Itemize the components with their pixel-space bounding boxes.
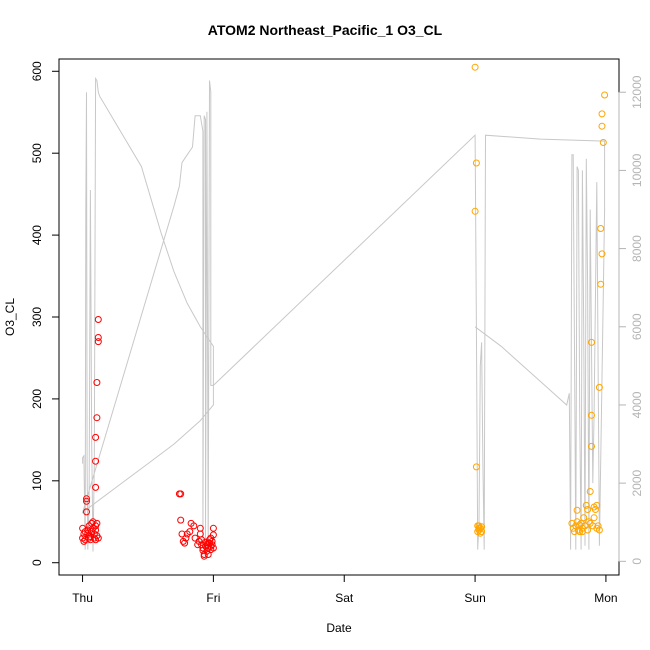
elevation-line-layer — [81, 76, 606, 552]
data-point-orange — [576, 521, 584, 529]
data-point-orange — [598, 122, 606, 130]
y2-tick-label: 10000 — [630, 153, 644, 187]
data-point-red — [208, 541, 216, 549]
data-point-red — [209, 524, 217, 532]
data-point-orange — [590, 514, 598, 522]
y-tick-label: 500 — [30, 143, 44, 163]
data-point-red — [178, 530, 186, 538]
data-point-red — [92, 433, 100, 441]
points-layer — [79, 63, 609, 560]
data-point-red — [208, 537, 216, 545]
data-point-orange — [598, 110, 606, 118]
data-point-red — [86, 536, 94, 544]
y-tick-label: 200 — [30, 389, 44, 409]
y-axis: 0 100 200 300 400 500 600 — [30, 61, 60, 566]
data-point-orange — [584, 506, 592, 513]
data-point-orange — [474, 522, 482, 530]
data-point-red — [93, 379, 101, 386]
data-point-orange — [472, 159, 480, 167]
data-point-orange — [594, 522, 602, 530]
x-tick-label: Mon — [594, 591, 617, 605]
data-point-red — [177, 516, 185, 524]
x-axis-label: Date — [326, 621, 352, 635]
data-point-red — [207, 546, 215, 554]
data-point-orange — [585, 518, 593, 526]
chart-title: ATOM2 Northeast_Pacific_1 O3_CL — [208, 22, 443, 38]
y-tick-label: 100 — [30, 470, 44, 490]
data-point-red — [182, 534, 190, 542]
data-point-orange — [573, 506, 581, 514]
data-point-orange — [601, 91, 609, 99]
data-point-orange — [476, 529, 484, 537]
x-tick-label: Sat — [335, 591, 354, 605]
data-point-red — [92, 457, 100, 465]
data-point-orange — [578, 528, 586, 536]
y-tick-label: 300 — [30, 307, 44, 327]
data-point-orange — [588, 338, 595, 346]
data-point-red — [94, 534, 102, 542]
data-point-orange — [471, 63, 479, 71]
data-point-red — [80, 537, 88, 545]
elevation-line — [81, 76, 606, 552]
data-point-red — [190, 522, 198, 530]
data-point-red — [94, 338, 102, 346]
data-point-orange — [574, 526, 582, 534]
y2-tick-label: 12000 — [630, 75, 644, 109]
data-point-red — [94, 316, 102, 323]
data-point-red — [83, 508, 90, 516]
data-point-orange — [472, 463, 480, 471]
data-point-red — [83, 495, 90, 503]
data-point-orange — [595, 383, 603, 391]
data-point-red — [92, 483, 100, 491]
data-point-orange — [586, 488, 594, 495]
x-tick-label: Thu — [72, 591, 93, 605]
data-point-orange — [598, 250, 606, 258]
y-tick-label: 0 — [30, 559, 44, 566]
data-point-red — [81, 536, 89, 544]
y-tick-label: 600 — [30, 61, 44, 81]
data-point-red — [93, 414, 101, 422]
x-tick-label: Sun — [464, 591, 485, 605]
y2-tick-label: 8000 — [630, 235, 644, 262]
data-point-red — [83, 497, 90, 505]
x-tick-label: Fri — [206, 591, 220, 605]
data-point-orange — [471, 207, 479, 215]
data-point-orange — [582, 501, 590, 509]
y2-tick-label: 0 — [630, 558, 644, 565]
data-point-red — [181, 539, 189, 547]
data-point-orange — [588, 411, 595, 419]
y-tick-label: 400 — [30, 225, 44, 245]
y2-axis: 0 2000 4000 6000 8000 10000 12000 — [618, 75, 644, 565]
data-point-orange — [591, 506, 599, 513]
data-point-orange — [597, 280, 605, 288]
data-point-red — [194, 541, 202, 549]
data-point-red — [177, 490, 185, 498]
data-point-red — [85, 534, 93, 542]
data-point-orange — [599, 139, 607, 146]
data-point-red — [92, 526, 100, 534]
y2-tick-label: 4000 — [630, 391, 644, 418]
plot-frame — [58, 58, 620, 576]
data-point-orange — [595, 526, 603, 534]
data-point-orange — [588, 442, 595, 450]
data-point-red — [191, 534, 199, 542]
data-point-red — [93, 519, 101, 527]
data-point-red — [204, 539, 212, 547]
y2-tick-label: 6000 — [630, 313, 644, 340]
data-point-orange — [580, 514, 588, 522]
x-axis: Thu Fri Sat Sun Mon — [72, 574, 618, 605]
y-axis-label: O3_CL — [3, 298, 17, 336]
data-point-red — [209, 531, 217, 539]
y2-tick-label: 2000 — [630, 469, 644, 496]
data-point-red — [94, 334, 102, 341]
data-point-orange — [593, 501, 601, 509]
data-point-red — [186, 528, 194, 536]
data-point-orange — [597, 225, 605, 232]
data-point-red — [196, 524, 204, 532]
